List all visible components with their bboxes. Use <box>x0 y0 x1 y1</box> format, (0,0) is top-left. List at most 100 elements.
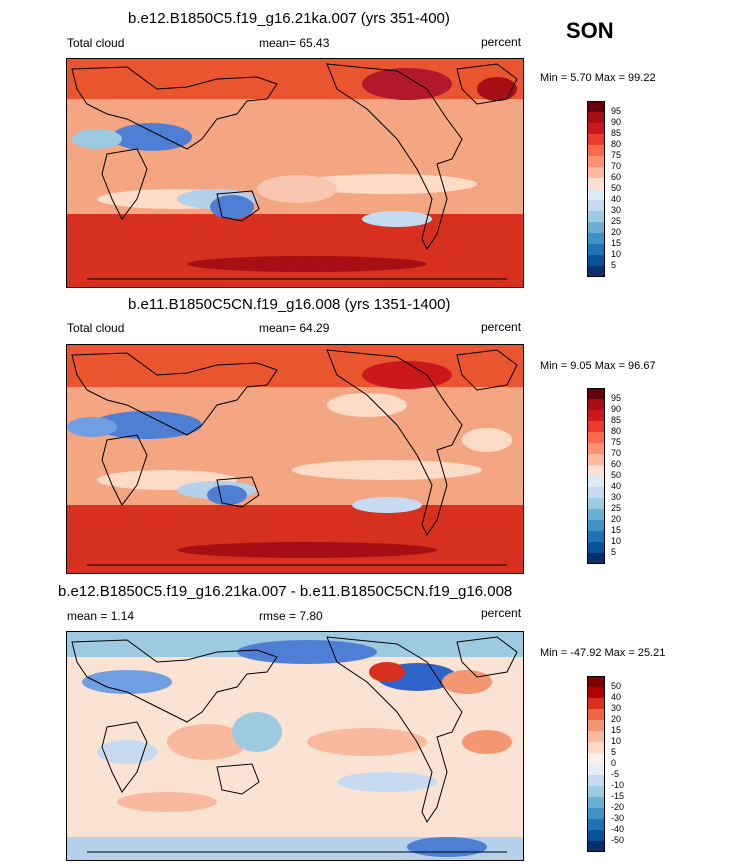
colorbar-swatch <box>587 775 605 786</box>
colorbar-tick-label: 10 <box>611 736 622 746</box>
panel-1-minmax: Min = 5.70 Max = 99.22 <box>540 72 656 84</box>
colorbar-swatch <box>587 145 605 156</box>
colorbar-tick-label: -5 <box>611 769 620 779</box>
colorbar-swatch <box>587 255 605 266</box>
panel-1-mean-label: mean= 65.43 <box>259 36 330 50</box>
colorbar-swatch <box>587 742 605 753</box>
panel-1-field <box>67 59 523 287</box>
panel-2-mean-label: mean= 64.29 <box>259 321 330 335</box>
colorbar-swatch <box>587 244 605 255</box>
colorbar-swatch <box>587 189 605 200</box>
colorbar-tick-label: 0 <box>611 758 617 768</box>
colorbar-tick-label: -40 <box>611 824 625 834</box>
colorbar-tick-label: 50 <box>611 183 622 193</box>
colorbar-swatch <box>587 266 605 277</box>
colorbar-tick-label: 85 <box>611 415 622 425</box>
panel-1-map <box>66 58 524 288</box>
panel-2-colorbar: 95 90 85 80 75 70 60 50 40 30 25 20 15 1… <box>587 388 647 573</box>
colorbar-swatch <box>587 410 605 421</box>
colorbar-swatch <box>587 509 605 520</box>
panel-3-field <box>67 632 523 860</box>
colorbar-tick-label: 95 <box>611 106 622 116</box>
colorbar-swatch <box>587 698 605 709</box>
colorbar-tick-label: 50 <box>611 681 622 691</box>
colorbar-tick-label: 20 <box>611 514 622 524</box>
colorbar-tick-label: 60 <box>611 459 622 469</box>
colorbar-tick-label: 85 <box>611 128 622 138</box>
colorbar-tick-label: 80 <box>611 426 622 436</box>
colorbar-tick-label: 90 <box>611 404 622 414</box>
colorbar-swatch <box>587 676 605 687</box>
colorbar-tick-label: 80 <box>611 139 622 149</box>
colorbar-tick-label: -30 <box>611 813 625 823</box>
panel-2-units-label: percent <box>481 320 522 334</box>
panel-1-title: b.e12.B1850C5.f19_g16.21ka.007 (yrs 351-… <box>128 10 450 27</box>
colorbar-swatch <box>587 123 605 134</box>
colorbar-swatch <box>587 753 605 764</box>
colorbar-tick-label: 20 <box>611 227 622 237</box>
panel-3-map <box>66 631 524 861</box>
colorbar-tick-label: 40 <box>611 194 622 204</box>
colorbar-swatch <box>587 465 605 476</box>
colorbar-tick-label: 30 <box>611 205 622 215</box>
panel-1-variable-label: Total cloud <box>67 36 125 50</box>
panel-3-mean-label: mean = 1.14 <box>67 609 135 623</box>
colorbar-top-border <box>587 676 605 677</box>
colorbar-tick-label: 10 <box>611 249 622 259</box>
colorbar-tick-label: 15 <box>611 525 622 535</box>
panel-3-units-label: percent <box>481 606 522 620</box>
colorbar-swatch <box>587 720 605 731</box>
colorbar-tick-label: -10 <box>611 780 625 790</box>
colorbar-tick-label: -15 <box>611 791 625 801</box>
panel-1-colorbar: 95 90 85 80 75 70 60 50 40 30 25 20 15 1… <box>587 101 647 286</box>
panel-3-colorbar: 50 40 30 20 15 10 5 0 -5 -10 -15 -20 -30… <box>587 676 647 861</box>
colorbar-swatch <box>587 553 605 564</box>
colorbar-swatch <box>587 764 605 775</box>
colorbar-tick-label: 95 <box>611 393 622 403</box>
panel-2-title: b.e11.B1850C5CN.f19_g16.008 (yrs 1351-14… <box>128 296 451 313</box>
colorbar-tick-label: 5 <box>611 260 617 270</box>
panel-1-units-label: percent <box>481 35 522 49</box>
colorbar-swatch <box>587 498 605 509</box>
colorbar-swatch <box>587 112 605 123</box>
colorbar-swatch <box>587 443 605 454</box>
colorbar-tick-label: 25 <box>611 503 622 513</box>
colorbar-swatch <box>587 520 605 531</box>
colorbar-tick-label: 70 <box>611 161 622 171</box>
colorbar-swatch <box>587 211 605 222</box>
colorbar-tick-label: 5 <box>611 747 617 757</box>
colorbar-top-border <box>587 101 605 102</box>
colorbar-swatch <box>587 167 605 178</box>
colorbar-tick-label: 40 <box>611 481 622 491</box>
colorbar-swatch <box>587 421 605 432</box>
colorbar-swatch <box>587 830 605 841</box>
colorbar-swatch <box>587 134 605 145</box>
colorbar-tick-label: -50 <box>611 835 625 845</box>
colorbar-swatch <box>587 786 605 797</box>
colorbar-tick-label: 15 <box>611 725 622 735</box>
colorbar-swatch <box>587 841 605 852</box>
colorbar-swatch <box>587 808 605 819</box>
colorbar-tick-label: 50 <box>611 470 622 480</box>
panel-2-variable-label: Total cloud <box>67 321 125 335</box>
colorbar-tick-label: 30 <box>611 703 622 713</box>
colorbar-tick-label: 40 <box>611 692 622 702</box>
colorbar-swatch <box>587 709 605 720</box>
colorbar-swatch <box>587 200 605 211</box>
colorbar-swatch <box>587 819 605 830</box>
colorbar-swatch <box>587 388 605 399</box>
colorbar-swatch <box>587 487 605 498</box>
colorbar-tick-label: 5 <box>611 547 617 557</box>
panel-3-rmse-label: rmse = 7.80 <box>259 609 323 623</box>
panel-2-map <box>66 344 524 574</box>
colorbar-swatch <box>587 233 605 244</box>
colorbar-swatch <box>587 222 605 233</box>
colorbar-swatch <box>587 454 605 465</box>
colorbar-tick-label: 70 <box>611 448 622 458</box>
colorbar-tick-label: 20 <box>611 714 622 724</box>
colorbar-swatch <box>587 731 605 742</box>
colorbar-swatch <box>587 797 605 808</box>
colorbar-tick-label: 75 <box>611 437 622 447</box>
colorbar-swatch <box>587 156 605 167</box>
colorbar-swatch <box>587 399 605 410</box>
